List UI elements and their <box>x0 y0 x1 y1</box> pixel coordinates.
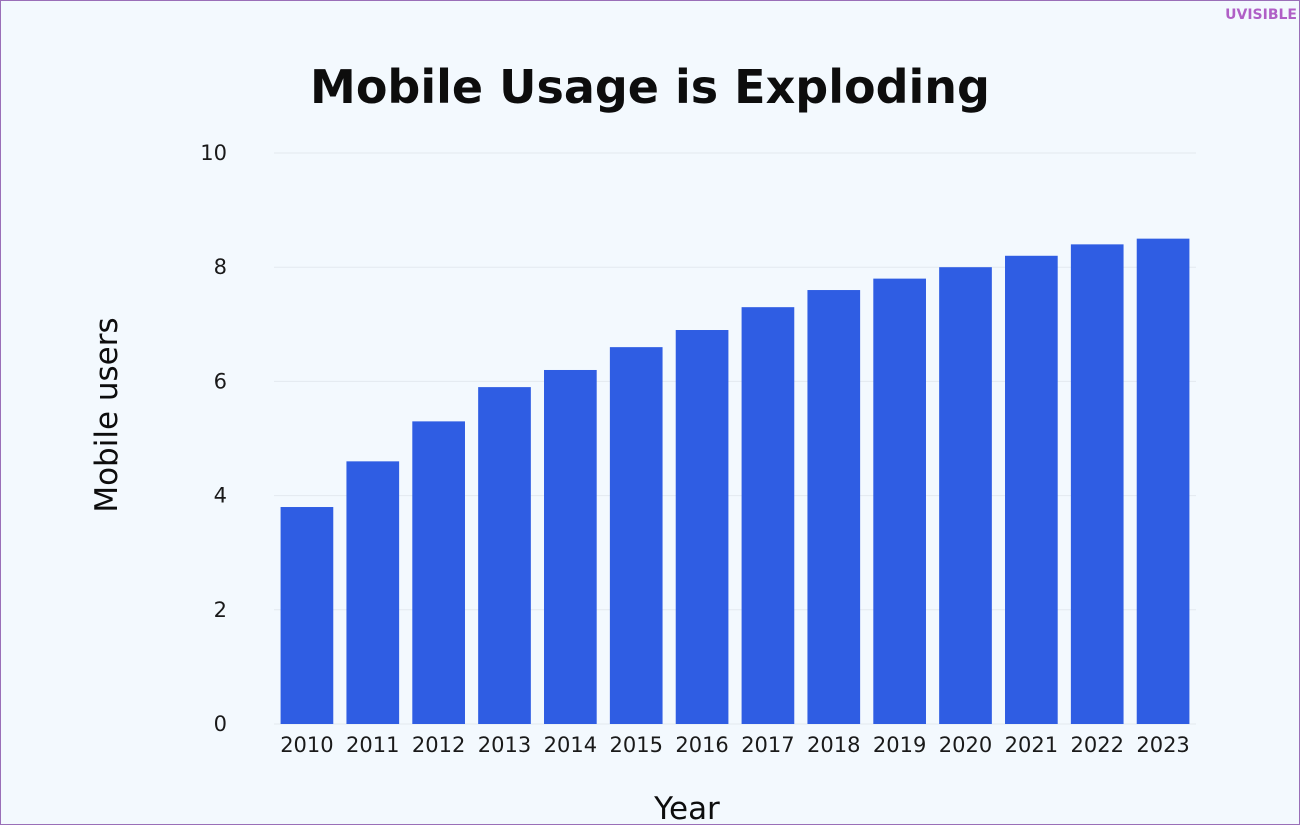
bar-2018 <box>807 290 861 724</box>
x-axis-ticks: 2010 2011 2012 2013 2014 2015 2016 2017 2018 2019… <box>280 733 1190 757</box>
x-tick-label: 2021 <box>1005 733 1058 757</box>
x-tick-label: 2023 <box>1136 733 1189 757</box>
x-tick-label: 2022 <box>1070 733 1123 757</box>
y-axis-label: Mobile users <box>89 317 125 512</box>
x-tick-label: 2011 <box>346 733 399 757</box>
bar-2020 <box>939 267 992 724</box>
x-tick-label: 2012 <box>412 733 465 757</box>
bar-2012 <box>412 421 465 724</box>
x-tick-label: 2018 <box>807 733 860 757</box>
x-tick-label: 2020 <box>939 733 992 757</box>
y-tick-label: 4 <box>214 484 227 508</box>
bar-2021 <box>1005 255 1058 724</box>
bar-2022 <box>1070 244 1124 725</box>
y-tick-label: 10 <box>200 141 227 165</box>
y-tick-label: 6 <box>214 369 227 393</box>
y-axis-ticks: 0 2 4 6 8 10 <box>200 141 227 736</box>
bars <box>280 238 1190 725</box>
x-tick-label: 2017 <box>741 733 794 757</box>
bar-2015 <box>609 347 663 724</box>
bar-2019 <box>873 278 926 724</box>
x-tick-label: 2014 <box>544 733 597 757</box>
x-tick-label: 2016 <box>675 733 728 757</box>
bar-2011 <box>346 461 400 724</box>
x-tick-label: 2015 <box>609 733 662 757</box>
bar-2017 <box>741 307 795 724</box>
y-tick-label: 8 <box>214 255 227 279</box>
bar-2014 <box>544 369 597 724</box>
brand-logo: UVISIBLE <box>1225 7 1297 23</box>
x-tick-label: 2019 <box>873 733 926 757</box>
bar-2016 <box>675 330 729 724</box>
x-tick-label: 2013 <box>478 733 531 757</box>
bar-2013 <box>478 387 531 724</box>
chart-title: Mobile Usage is Exploding <box>310 60 990 114</box>
y-tick-label: 2 <box>214 598 227 622</box>
x-tick-label: 2010 <box>280 733 333 757</box>
x-axis-label: Year <box>653 791 720 824</box>
bar-2010 <box>280 507 334 724</box>
y-tick-label: 0 <box>214 712 227 736</box>
bar-2023 <box>1136 238 1190 724</box>
